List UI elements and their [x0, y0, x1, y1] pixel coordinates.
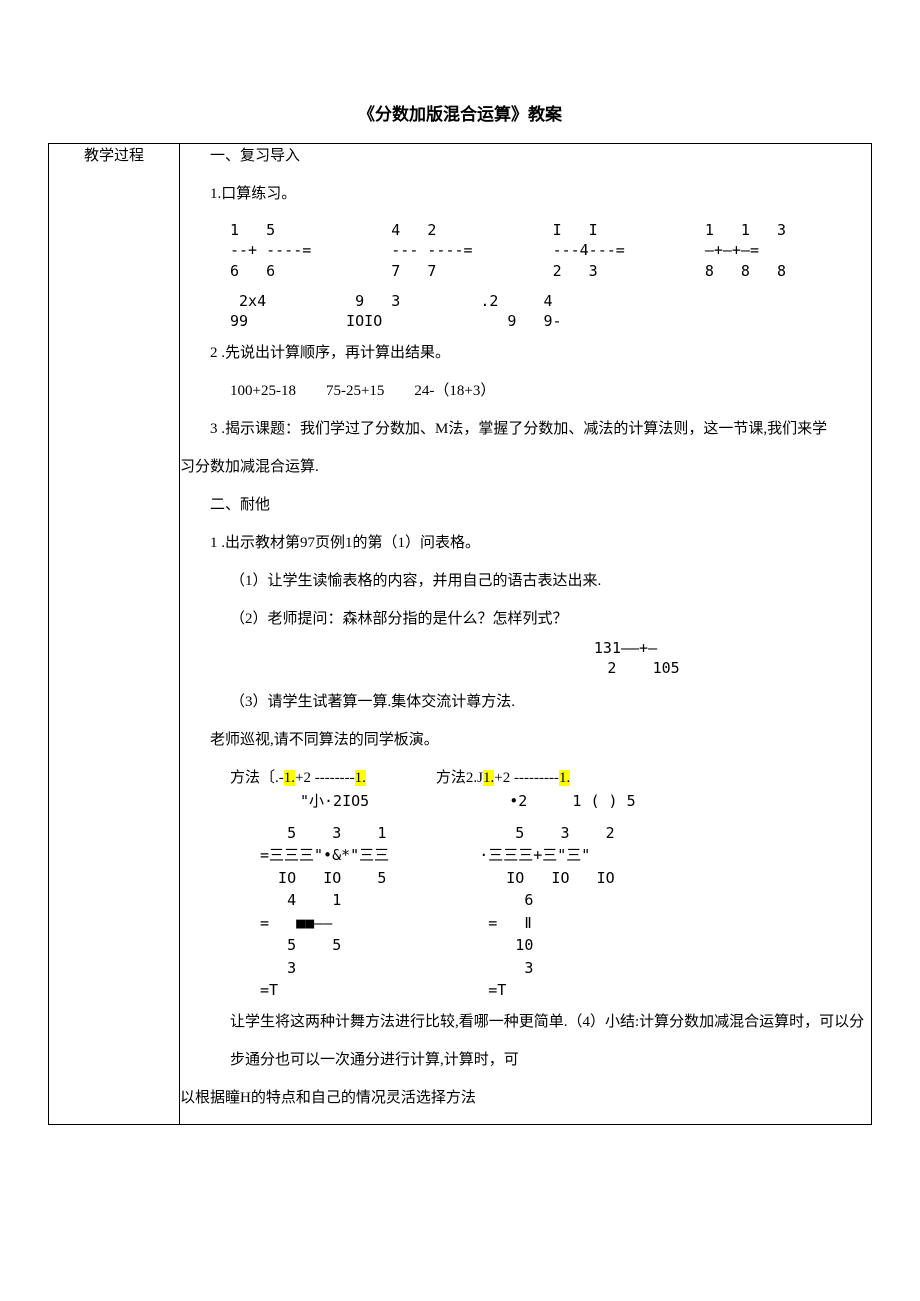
- frac-r1-c2: 4 2 --- ----= 7 7: [391, 220, 472, 281]
- method1-body: 5 3 1 =三三三"•&*"三三 IO IO 5 4 1 = ■■—— 5 5…: [260, 822, 389, 1002]
- left-label: 教学过程: [49, 144, 179, 165]
- methods-block: 方法〔.-1.+2 --------1. 方法2.J1.+2 ---------…: [180, 766, 871, 811]
- sec1-line3b: 习分数加减混合运算.: [180, 455, 871, 479]
- method-bodies: 5 3 1 =三三三"•&*"三三 IO IO 5 4 1 = ■■—— 5 5…: [180, 822, 871, 1002]
- method1-head: 方法〔.-1.+2 --------1.: [230, 766, 366, 787]
- sec2-line6b: 步通分也可以一次通分进行计算,计算时，可: [180, 1048, 871, 1072]
- frac-r1-c1: 1 5 --+ ----= 6 6: [230, 220, 311, 281]
- frac-r1-c3: I I ---4---= 2 3: [553, 220, 625, 281]
- m2-hl1: 1.: [483, 770, 494, 786]
- frac-r2-c3: .2 4 9 9-: [480, 291, 561, 332]
- msub1: "小·2IO5: [300, 791, 369, 811]
- sec2-line1: 1 .出示教材第97页例1的第（1）问表格。: [180, 531, 871, 555]
- sec1-line3: 3 .揭示课题：我们学过了分数加、M法，掌握了分数加、减法的计算法则，这一节课,…: [180, 417, 871, 441]
- frac-r2-c2: 9 3 IOIO: [346, 291, 400, 332]
- lesson-table: 教学过程 一、复习导入 1.口算练习。 1 5 --+ ----= 6 6 4 …: [48, 143, 872, 1125]
- m2-b: +2 ---------: [494, 770, 559, 786]
- method2-head: 方法2.J1.+2 ---------1.: [436, 766, 570, 787]
- section2-head: 二、耐他: [180, 493, 871, 517]
- sec2-line2: （1）让学生读愉表格的内容，并用自己的语古表达出来.: [180, 569, 871, 593]
- sec2-line3: （2）老师提问：森林部分指的是什么？怎样列式？: [180, 607, 871, 631]
- m1-hl1: 1.: [284, 770, 295, 786]
- sec2-frac: 131——+— 2 105: [380, 639, 871, 678]
- methods-sub: "小·2IO5 •2 1 ( ) 5: [230, 791, 871, 811]
- methods-head: 方法〔.-1.+2 --------1. 方法2.J1.+2 ---------…: [230, 766, 871, 787]
- sec2-line4: （3）请学生试著算一算.集体交流计尊方法.: [180, 690, 871, 714]
- sec2-line6a: 让学生将这两种计舞方法进行比较,看哪一种更简单.（4）小结:计算分数加减混合运算…: [180, 1010, 871, 1034]
- doc-title: 《分数加版混合运算》教案: [48, 100, 872, 125]
- frac-row-2: 2x4 99 9 3 IOIO .2 4 9 9-: [180, 291, 871, 332]
- sec1-line1: 1.口算练习。: [180, 182, 871, 206]
- frac-r2-c1: 2x4 99: [230, 291, 266, 332]
- sec2-cut: 以根据瞳H的特点和自己的情况灵活选择方法: [180, 1086, 871, 1110]
- m2-hl2: 1.: [559, 770, 570, 786]
- sec2-line5: 老师巡视,请不同算法的同学板演。: [180, 728, 871, 752]
- msub2: •2 1 ( ) 5: [509, 791, 635, 811]
- sec1-line2: 2 .先说出计算顺序，再计算出结果。: [180, 341, 871, 365]
- content-cell: 一、复习导入 1.口算练习。 1 5 --+ ----= 6 6 4 2 ---…: [180, 144, 872, 1125]
- left-label-cell: 教学过程: [49, 144, 180, 1125]
- m1-b: +2 --------: [295, 770, 355, 786]
- m1-hl2: 1.: [355, 770, 366, 786]
- m2-a: 方法2.J: [436, 770, 483, 786]
- method2-body: 5 3 2 ·三三三+三"三" IO IO IO 6 = Ⅱ 10 3 =T: [479, 822, 614, 1002]
- section1-head: 一、复习导入: [180, 144, 871, 168]
- frac-r1-c4: 1 1 3 —+—+—= 8 8 8: [705, 220, 786, 281]
- m1-a: 方法〔.-: [230, 770, 284, 786]
- frac-row-1: 1 5 --+ ----= 6 6 4 2 --- ----= 7 7 I I …: [180, 220, 871, 281]
- sec1-expr: 100+25-18 75-25+15 24-（18+3）: [180, 379, 871, 403]
